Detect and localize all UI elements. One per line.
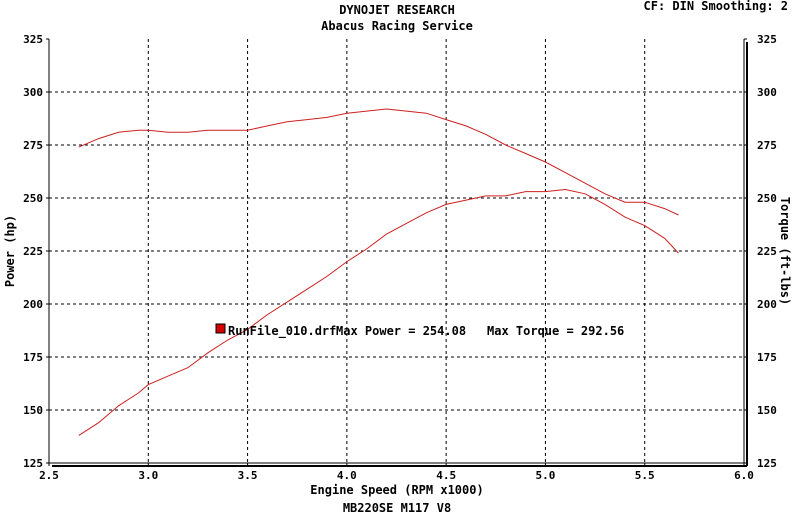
- y-tick-label-right: 250: [757, 192, 777, 205]
- y-tick-label-left: 250: [23, 192, 43, 205]
- legend-marker: [215, 323, 226, 334]
- y-tick-label-left: 275: [23, 139, 43, 152]
- y-tick-label-left: 150: [23, 404, 43, 417]
- y-tick-label-right: 150: [757, 404, 777, 417]
- y-tick-label-left: 300: [23, 86, 43, 99]
- power-curve: [78, 188, 679, 436]
- y-tick-label-left: 325: [23, 33, 43, 46]
- x-tick-label: 2.5: [39, 469, 59, 482]
- y-tick-label-right: 125: [757, 457, 777, 470]
- y-tick-label-right: 325: [757, 33, 777, 46]
- x-tick-label: 3.5: [238, 469, 258, 482]
- correction-smoothing-header: CF: DIN Smoothing: 2: [644, 0, 789, 13]
- x-tick-label: 4.0: [337, 469, 357, 482]
- y-tick-label-right: 225: [757, 245, 777, 258]
- y-tick-label-right: 175: [757, 351, 777, 364]
- grid-lines: [49, 39, 744, 463]
- y-tick-label-right: 275: [757, 139, 777, 152]
- y-tick-label-left: 125: [23, 457, 43, 470]
- vehicle-footer: MB220SE M117 V8: [343, 501, 451, 515]
- y-tick-label-left: 200: [23, 298, 43, 311]
- y-axis-label-left: Power (hp): [3, 215, 17, 287]
- torque-curve: [78, 108, 679, 216]
- x-tick-label: 4.5: [436, 469, 456, 482]
- x-tick-label: 5.0: [535, 469, 555, 482]
- plot-frame: [46, 38, 748, 467]
- chart-subtitle: Abacus Racing Service: [321, 19, 473, 33]
- x-tick-label: 3.0: [138, 469, 158, 482]
- legend-max-power: Max Power = 254.08: [336, 324, 466, 338]
- y-tick-label-right: 300: [757, 86, 777, 99]
- x-axis-label: Engine Speed (RPM x1000): [310, 483, 483, 497]
- series-lines: [78, 108, 679, 436]
- y-tick-label-left: 175: [23, 351, 43, 364]
- chart-title: DYNOJET RESEARCH: [339, 3, 455, 17]
- x-tick-label: 5.5: [635, 469, 655, 482]
- legend-annotation: RunFile_010.drf Max Power = 254.08 Max T…: [215, 323, 624, 339]
- x-tick-label: 6.0: [734, 469, 754, 482]
- legend-run-file: RunFile_010.drf: [228, 324, 336, 339]
- y-tick-label-right: 200: [757, 298, 777, 311]
- y-axis-label-right: Torque (ft-lbs): [778, 197, 792, 305]
- legend-max-torque: Max Torque = 292.56: [487, 324, 624, 338]
- y-tick-label-left: 225: [23, 245, 43, 258]
